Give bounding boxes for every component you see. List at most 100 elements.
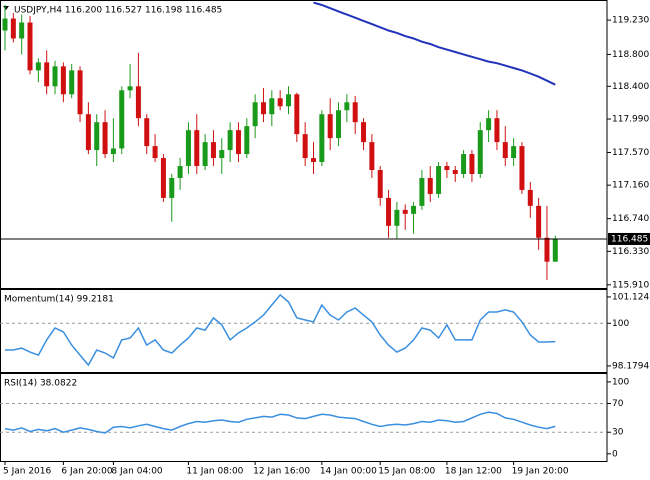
candle-body [60, 66, 66, 95]
y-tick-label: 70 [612, 399, 624, 409]
candle-body [411, 205, 417, 214]
x-tick-label: 12 Jan 16:00 [253, 467, 310, 477]
indicator-line [5, 293, 556, 367]
x-tick-label: 19 Jan 20:00 [512, 467, 569, 477]
y-tick-label: 118.400 [612, 82, 649, 92]
y-tick-label: 118.800 [612, 50, 649, 60]
panel-title: USDJPY,H4 116.200 116.527 116.198 116.48… [14, 6, 222, 16]
panel-frame [0, 0, 608, 289]
candle-body [311, 158, 317, 163]
y-tick-label: 117.160 [612, 181, 649, 191]
candle-body [127, 86, 133, 91]
candle-body [135, 86, 141, 119]
candle-body [44, 62, 50, 87]
x-tick-label: 8 Jan 04:00 [111, 467, 163, 477]
candle-body [352, 102, 358, 123]
candle-body [294, 94, 300, 135]
candle-body [527, 189, 533, 206]
candle-body [402, 209, 408, 214]
candle-body [327, 114, 333, 139]
candle-body [19, 22, 25, 39]
candle-body [27, 22, 33, 71]
candle-body [277, 98, 283, 107]
candle-body [302, 134, 308, 159]
candle-body [461, 154, 467, 174]
candle-body [285, 94, 291, 107]
y-tick-label: 98.1794 [612, 361, 649, 371]
y-tick-label: 115.910 [612, 280, 649, 290]
candle-body [486, 118, 492, 131]
y-tick-label: 116.740 [612, 214, 649, 224]
candle-body [477, 130, 483, 174]
candle-body [269, 98, 275, 115]
y-tick-label: 100 [612, 319, 629, 329]
candle-body [177, 166, 183, 178]
candle-body [419, 177, 425, 206]
y-tick-label: 100 [612, 377, 629, 387]
candle-body [185, 130, 191, 167]
candle-body [394, 209, 400, 226]
candle-body [344, 102, 350, 111]
candle-body [260, 102, 266, 115]
candle-body [444, 166, 450, 171]
candle-body [519, 146, 525, 190]
candle-body [427, 177, 433, 194]
candle-body [544, 237, 550, 262]
y-tick-label: 30 [612, 428, 624, 438]
x-tick-label: 18 Jan 12:00 [445, 467, 502, 477]
candle-body [52, 66, 58, 87]
panel-frame [0, 373, 608, 462]
candle-body [452, 170, 458, 174]
candle-body [77, 70, 83, 115]
candle-body [244, 126, 250, 155]
candle-body [502, 142, 508, 159]
candle-body [85, 114, 91, 151]
candle-body [69, 70, 75, 95]
candle-body [469, 154, 475, 174]
x-tick-label: 15 Jan 08:00 [378, 467, 435, 477]
candle-body [511, 146, 517, 159]
candle-body [386, 197, 392, 226]
x-tick-label: 11 Jan 08:00 [186, 467, 243, 477]
candle-body [319, 114, 325, 163]
candle-body [110, 148, 116, 155]
price-tag-label: 116.485 [611, 234, 648, 244]
candle-body [235, 130, 241, 155]
candle-body [219, 150, 225, 159]
candle-body [169, 177, 175, 198]
x-tick-label: 6 Jan 20:00 [61, 467, 113, 477]
y-tick-label: 0 [612, 449, 618, 459]
y-tick-label: 119.230 [612, 16, 649, 26]
menu-arrow [3, 6, 9, 10]
candle-body [94, 122, 100, 151]
candle-body [152, 146, 158, 159]
candle-body [160, 158, 166, 198]
panel-title: Momentum(14) 99.2181 [4, 295, 114, 305]
candle-body [369, 142, 375, 171]
candle-body [2, 18, 8, 31]
x-tick-label: 14 Jan 00:00 [320, 467, 377, 477]
candle-body [361, 122, 367, 143]
candle-body [194, 130, 200, 167]
candle-body [494, 118, 500, 143]
price-tag [608, 232, 650, 245]
indicator-line [4, 411, 556, 434]
candle-body [202, 142, 208, 167]
candle-body [35, 62, 41, 71]
candle-body [227, 130, 233, 151]
candle-body [210, 142, 216, 159]
moving-average [313, 1, 556, 86]
candle-body [536, 205, 542, 238]
candle-body [10, 18, 16, 39]
candle-body [552, 238, 558, 262]
candle-body [252, 102, 258, 127]
y-tick-label: 117.570 [612, 148, 649, 158]
panel-frame [0, 289, 608, 373]
candle-body [377, 170, 383, 198]
candle-body [336, 110, 342, 139]
candle-body [119, 90, 125, 149]
candle-body [144, 118, 150, 147]
candle-body [436, 166, 442, 194]
y-tick-label: 116.330 [612, 247, 649, 257]
